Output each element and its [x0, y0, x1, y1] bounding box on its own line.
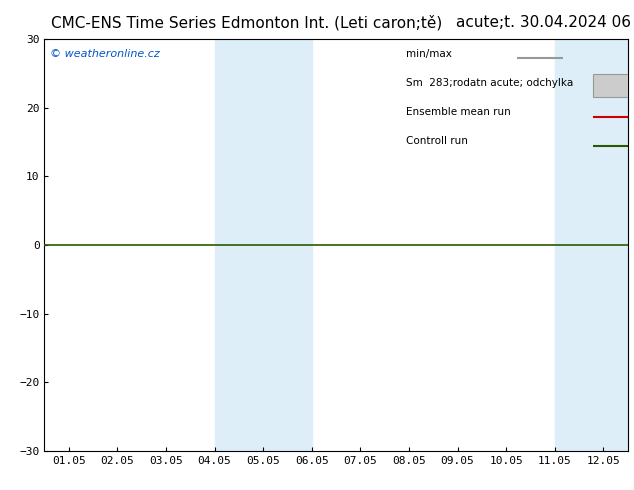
Bar [214, 39, 263, 451]
Text: min/max: min/max [406, 49, 452, 59]
Text: Controll run: Controll run [406, 136, 468, 146]
Text: CMC-ENS Time Series Edmonton Int. (Leti caron;tě): CMC-ENS Time Series Edmonton Int. (Leti … [51, 15, 442, 30]
Text: acute;t. 30.04.2024 06 UTC: acute;t. 30.04.2024 06 UTC [456, 15, 634, 30]
Bar [555, 39, 634, 451]
Bar [593, 74, 633, 97]
Text: Sm  283;rodatn acute; odchylka: Sm 283;rodatn acute; odchylka [406, 78, 573, 88]
Text: Ensemble mean run: Ensemble mean run [406, 107, 511, 117]
Text: © weatheronline.cz: © weatheronline.cz [50, 49, 160, 59]
Bar [263, 39, 312, 451]
